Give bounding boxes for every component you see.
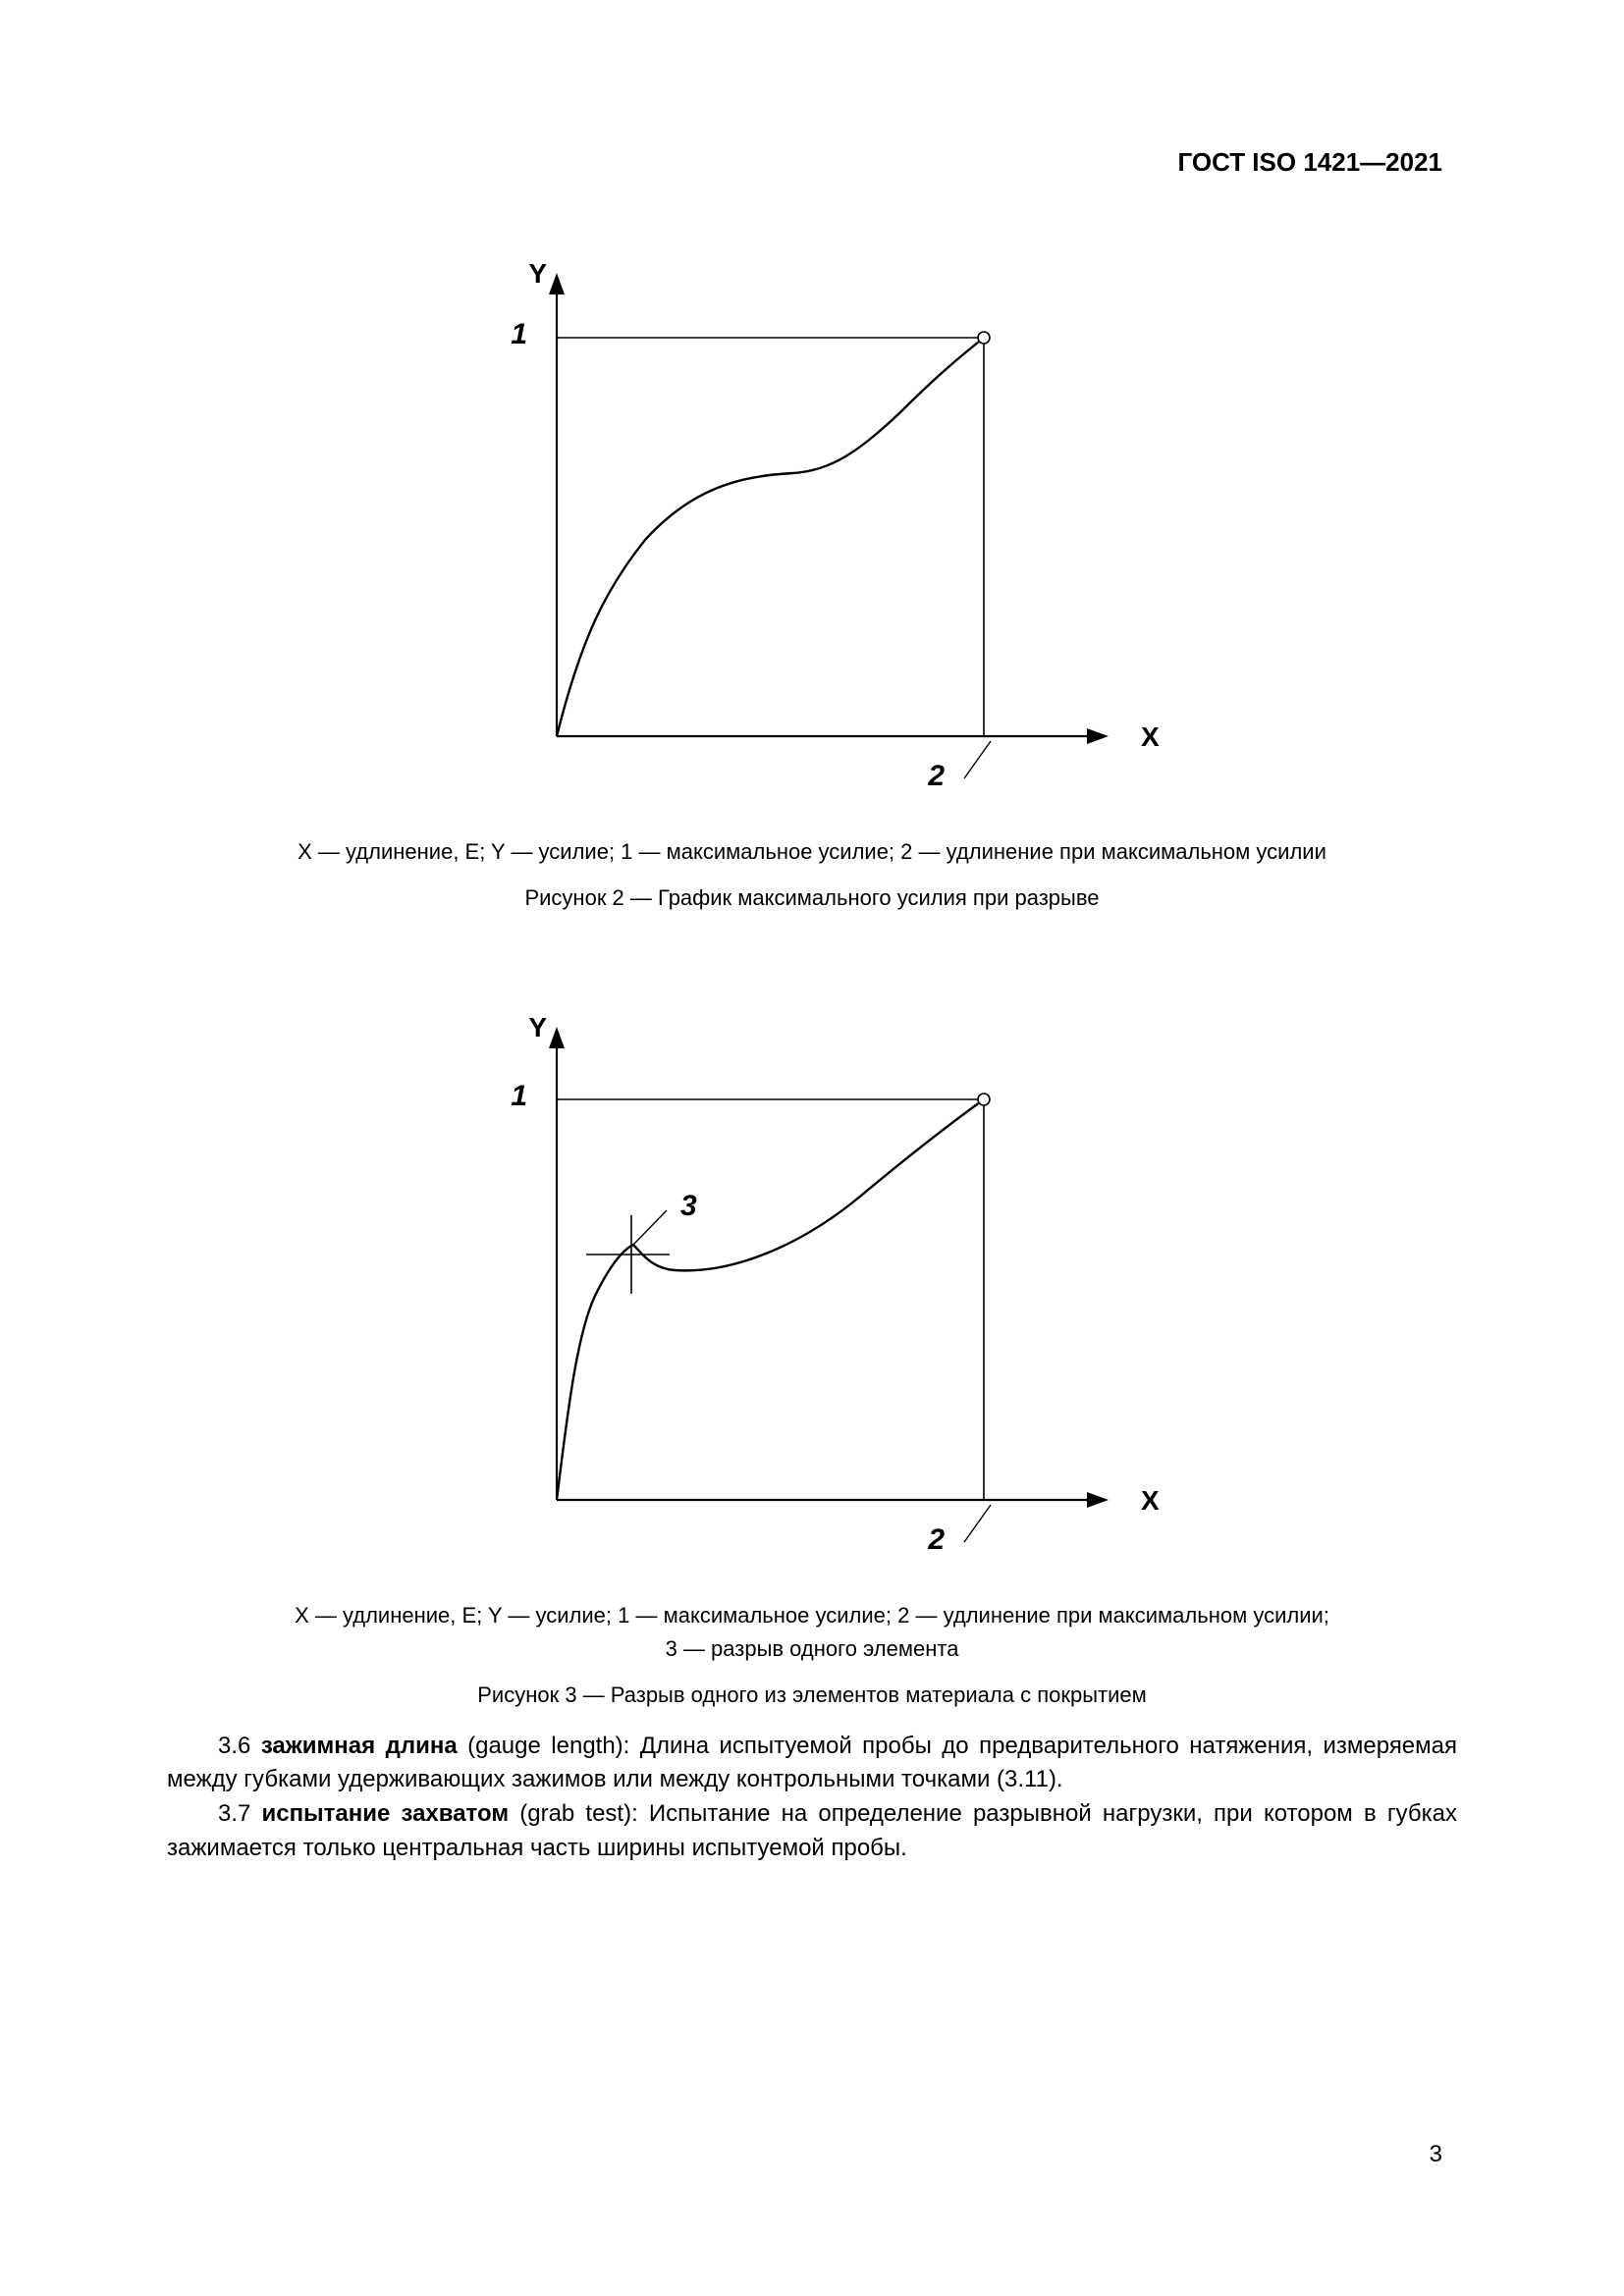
figure-3-svg: Y X 1 3 2 [409, 960, 1215, 1588]
para-37: 3.7 испытание захватом (grab test): Испы… [167, 1797, 1457, 1866]
fig2-x-label: X [1141, 721, 1160, 752]
page: ГОСТ ISO 1421—2021 Y X 1 2 [0, 0, 1624, 2296]
fig2-title: Рисунок 2 — График максимального усилия … [167, 885, 1457, 911]
para-37-term: испытание захватом [262, 1800, 510, 1827]
fig2-y-label: Y [528, 258, 547, 289]
fig3-marker3-label: 3 [680, 1190, 697, 1222]
fig2-marker2-leader [964, 741, 991, 778]
fig3-title: Рисунок 3 — Разрыв одного из элементов м… [167, 1682, 1457, 1708]
para-36-num: 3.6 [218, 1733, 261, 1759]
definitions-block: 3.6 зажимная длина (gauge length): Длина… [167, 1730, 1457, 1866]
fig3-marker3-leader [633, 1210, 667, 1245]
fig2-marker1-label: 1 [511, 318, 527, 350]
fig3-marker2-label: 2 [927, 1523, 945, 1556]
figure-3: Y X 1 3 2 X — удлинение, E; Y — усилие; … [167, 960, 1457, 1708]
fig3-legend-l2: 3 — разрыв одного элемента [167, 1633, 1457, 1665]
figure-2: Y X 1 2 X — удлинение, E; Y — усилие; 1 … [167, 216, 1457, 911]
fig2-end-circle-icon [978, 332, 990, 344]
page-header: ГОСТ ISO 1421—2021 [1177, 147, 1442, 178]
fig3-x-arrow-icon [1087, 1492, 1109, 1508]
fig3-legend-l1: X — удлинение, E; Y — усилие; 1 — максим… [167, 1600, 1457, 1631]
fig2-y-arrow-icon [549, 273, 565, 294]
fig3-curve [557, 1099, 984, 1500]
para-37-num: 3.7 [218, 1800, 262, 1827]
fig3-marker2-leader [964, 1505, 991, 1542]
fig3-y-arrow-icon [549, 1027, 565, 1048]
fig2-marker2-label: 2 [927, 760, 945, 792]
fig2-x-arrow-icon [1087, 728, 1109, 744]
para-36-term: зажимная длина [261, 1733, 458, 1759]
fig3-x-label: X [1141, 1485, 1160, 1516]
fig2-curve [557, 338, 984, 736]
page-number: 3 [1430, 2141, 1442, 2168]
fig3-marker1-label: 1 [511, 1080, 527, 1112]
fig3-y-label: Y [528, 1012, 547, 1042]
figure-2-svg: Y X 1 2 [409, 216, 1215, 825]
para-36: 3.6 зажимная длина (gauge length): Длина… [167, 1730, 1457, 1798]
fig2-legend: X — удлинение, E; Y — усилие; 1 — максим… [167, 836, 1457, 868]
fig3-end-circle-icon [978, 1094, 990, 1105]
